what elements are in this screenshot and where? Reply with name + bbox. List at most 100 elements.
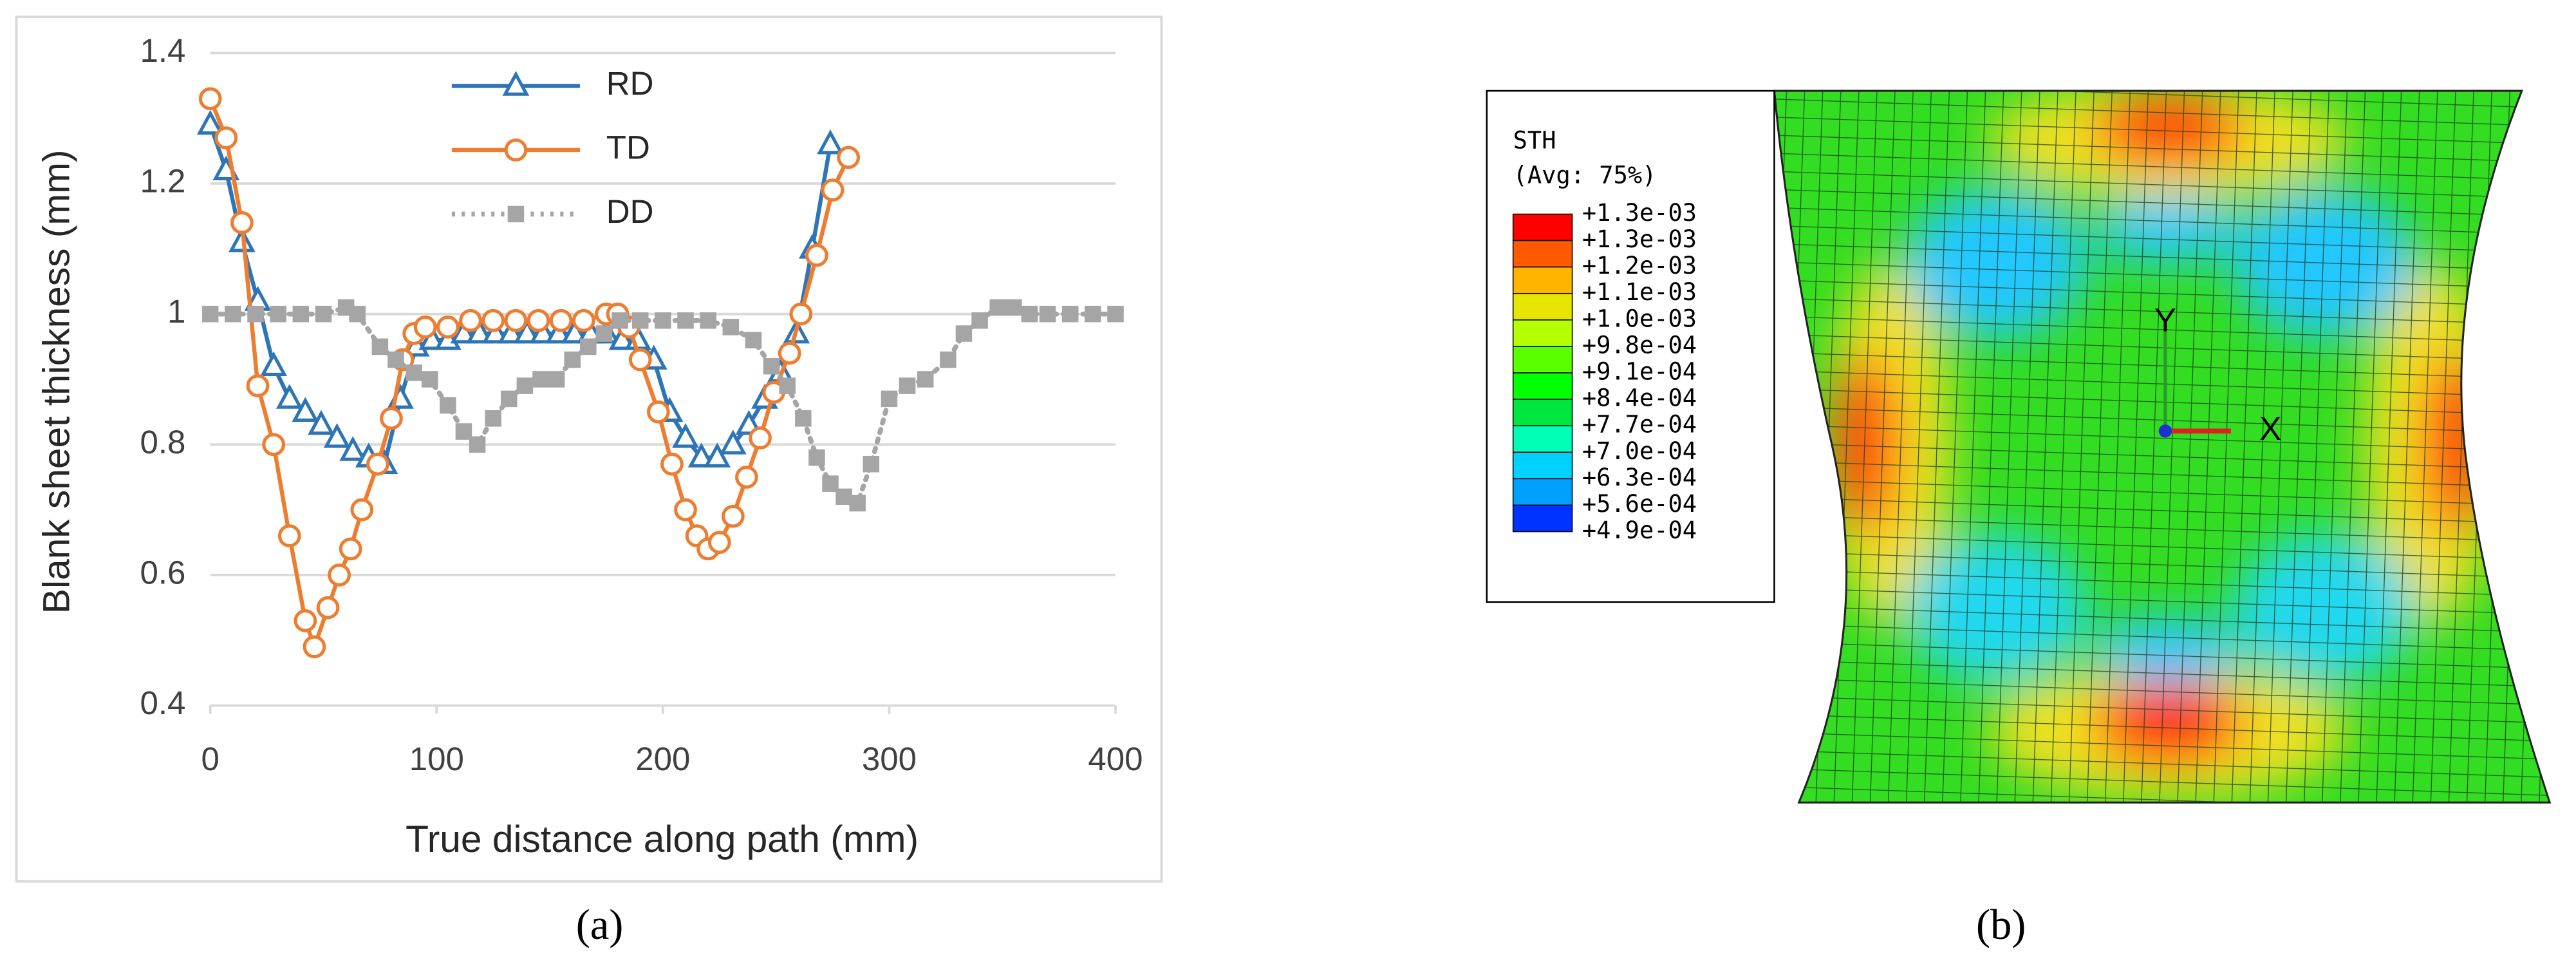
x-tick-label: 400 — [1088, 741, 1143, 777]
contour-color-swatch — [1512, 292, 1573, 321]
x-tick-label: 300 — [862, 741, 917, 777]
circle-marker — [303, 635, 326, 659]
circle-marker — [350, 498, 374, 522]
square-marker — [763, 357, 780, 375]
square-marker — [507, 205, 525, 223]
square-marker — [917, 371, 934, 388]
circle-marker — [778, 341, 801, 365]
triangle-marker — [196, 109, 224, 135]
y-tick-label: 0.4 — [140, 685, 185, 721]
contour-legend: +1.3e-03+1.3e-03+1.2e-03+1.1e-03+1.0e-03… — [1512, 199, 1697, 544]
square-marker — [440, 397, 456, 414]
contour-level-label: +1.3e-03 — [1582, 225, 1697, 253]
square-marker — [315, 305, 332, 323]
square-marker — [247, 305, 264, 323]
square-marker — [745, 332, 762, 348]
circle-marker — [246, 374, 270, 397]
circle-marker — [821, 178, 845, 202]
y-tick-label: 0.6 — [140, 554, 185, 591]
square-marker — [631, 312, 649, 329]
contour-color-swatch — [1512, 425, 1573, 453]
circle-marker — [549, 308, 573, 332]
circle-marker — [262, 433, 286, 457]
square-marker — [655, 312, 671, 329]
circle-marker — [380, 406, 403, 430]
contour-level-label: +7.7e-04 — [1582, 411, 1697, 439]
contour-color-swatch — [1512, 478, 1573, 506]
square-marker — [971, 312, 988, 329]
square-marker — [881, 390, 898, 408]
square-marker — [677, 312, 694, 329]
contour-color-swatch — [1512, 346, 1573, 373]
caption-b: (b) — [1976, 902, 2026, 949]
square-marker — [387, 351, 404, 368]
triangle-marker — [672, 422, 699, 448]
triangle-marker — [466, 318, 493, 344]
circle-marker — [789, 302, 813, 326]
contour-level-label: +1.2e-03 — [1582, 252, 1697, 279]
circle-marker — [294, 609, 317, 632]
mesh-contour — [1774, 91, 2550, 803]
triangle-marker — [545, 318, 573, 344]
square-marker — [270, 305, 286, 323]
y-tick-label: 1.2 — [140, 162, 185, 199]
circle-marker — [628, 348, 652, 372]
triangle-marker — [514, 318, 541, 344]
contour-color-swatch — [1512, 372, 1573, 400]
triangle-marker — [561, 318, 588, 344]
series — [201, 299, 1124, 512]
y-tick-label: 1.4 — [140, 32, 185, 69]
contour-legend-title: STH — [1513, 127, 1556, 155]
legend-label: TD — [606, 129, 650, 165]
circle-marker — [721, 504, 745, 528]
mesh-outline — [1773, 90, 2552, 804]
circle-marker — [198, 87, 222, 111]
square-marker — [292, 305, 310, 323]
square-marker — [469, 436, 486, 453]
legend-label: RD — [606, 65, 654, 102]
contour-legend-subtitle: (Avg: 75%) — [1513, 161, 1657, 189]
circle-marker — [837, 146, 861, 169]
square-marker — [201, 305, 219, 323]
square-marker — [611, 312, 628, 329]
square-marker — [1107, 305, 1124, 323]
circle-marker — [230, 211, 254, 234]
square-marker — [899, 377, 916, 394]
chart-frame — [15, 15, 1163, 883]
circle-marker — [504, 138, 528, 162]
contour-color-swatch — [1512, 399, 1573, 426]
square-marker — [349, 305, 366, 323]
triangle-marker — [308, 410, 335, 435]
square-marker — [532, 371, 549, 388]
square-marker — [989, 299, 1006, 316]
caption-a: (a) — [576, 902, 624, 949]
square-marker — [955, 325, 973, 342]
square-marker — [700, 312, 716, 329]
triangle-marker — [719, 430, 747, 455]
square-marker — [406, 364, 422, 381]
triangle-marker — [481, 318, 509, 344]
contour-color-swatch — [1512, 213, 1573, 241]
circle-marker — [328, 563, 351, 587]
contour-level-label: +1.1e-03 — [1582, 278, 1697, 306]
circle-marker — [527, 308, 550, 332]
circle-marker — [316, 596, 340, 619]
contour-color-swatch — [1512, 266, 1573, 294]
triangle-marker — [687, 442, 715, 468]
x-tick-label: 0 — [201, 741, 219, 777]
circle-marker — [646, 400, 670, 424]
square-marker — [1061, 305, 1079, 323]
contour-level-label: +9.8e-04 — [1582, 331, 1697, 359]
legend-label: DD — [606, 193, 654, 230]
square-marker — [795, 410, 812, 427]
square-marker — [808, 449, 825, 466]
triangle-marker — [292, 397, 319, 422]
circle-marker — [572, 308, 595, 332]
triangle-marker — [817, 129, 844, 155]
circle-marker — [707, 531, 731, 554]
circle-marker — [459, 308, 482, 332]
square-marker — [1005, 299, 1022, 316]
square-marker — [940, 351, 957, 368]
